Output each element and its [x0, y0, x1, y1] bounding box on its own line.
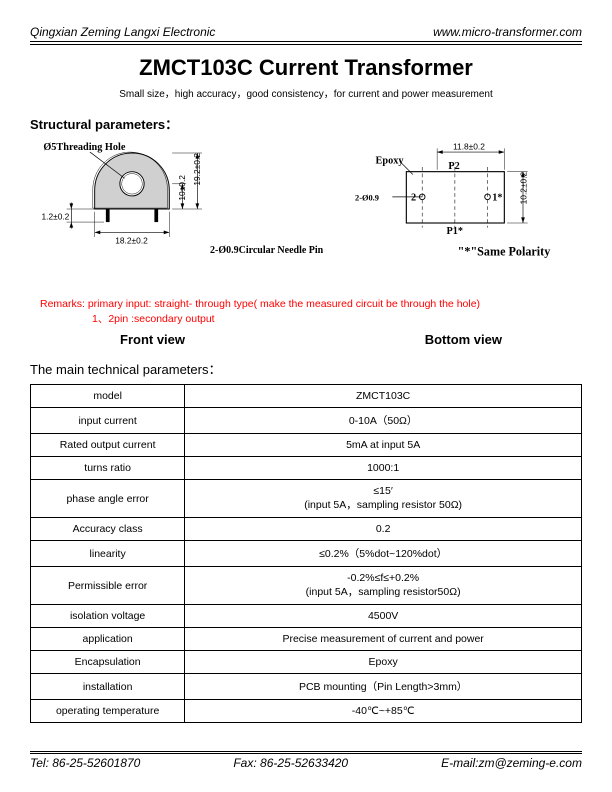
p2-label: P2 — [448, 161, 459, 172]
front-view-label: Front view — [120, 332, 185, 347]
dim-pin-height: 10±0.2 — [177, 175, 187, 201]
param-value: PCB mounting（Pin Length>3mm） — [185, 674, 582, 700]
dim-height: 19.2±0.2 — [192, 153, 202, 186]
company-name: Qingxian Zeming Langxi Electronic — [30, 25, 215, 39]
param-name: model — [31, 385, 185, 408]
table-row: EncapsulationEpoxy — [31, 651, 582, 674]
param-name: application — [31, 628, 185, 651]
bottom-view-label: Bottom view — [425, 332, 502, 347]
tech-heading: The main technical parameters： — [30, 359, 582, 378]
param-name: input current — [31, 408, 185, 434]
param-value: ≤0.2%（5%dot~120%dot） — [185, 541, 582, 567]
param-value: -0.2%≤f≤+0.2% (input 5A，sampling resisto… — [185, 567, 582, 605]
param-name: isolation voltage — [31, 605, 185, 628]
param-name: installation — [31, 674, 185, 700]
table-row: input current0-10A（50Ω） — [31, 408, 582, 434]
table-row: isolation voltage4500V — [31, 605, 582, 628]
table-row: operating temperature-40℃~+85℃ — [31, 700, 582, 723]
structural-heading: Structural parameters： — [30, 114, 582, 133]
needle-pin-full-label: 2-Ø0.9Circular Needle Pin — [210, 245, 323, 256]
needle-pin-label: 2-Ø0.9 — [355, 194, 379, 203]
dim-bottom-height: 10.2±0.2 — [519, 171, 529, 204]
param-name: phase angle error — [31, 480, 185, 518]
param-name: operating temperature — [31, 700, 185, 723]
param-value: Precise measurement of current and power — [185, 628, 582, 651]
polarity-label: "*"Same Polarity — [458, 245, 551, 259]
epoxy-label: Epoxy — [376, 155, 405, 166]
table-row: installationPCB mounting（Pin Length>3mm） — [31, 674, 582, 700]
table-row: modelZMCT103C — [31, 385, 582, 408]
param-value: 4500V — [185, 605, 582, 628]
param-value: 0.2 — [185, 518, 582, 541]
param-value: ≤15′ (input 5A，sampling resistor 50Ω) — [185, 480, 582, 518]
diagram-row: Ø5Threading Hole 18.2±0.2 19.2±0.2 10±0.… — [30, 139, 582, 289]
view-labels: Front view Bottom view — [30, 332, 582, 347]
table-row: Permissible error-0.2%≤f≤+0.2% (input 5A… — [31, 567, 582, 605]
table-row: linearity≤0.2%（5%dot~120%dot） — [31, 541, 582, 567]
page-subtitle: Small size，high accuracy，good consistenc… — [30, 85, 582, 100]
param-value: 5mA at input 5A — [185, 434, 582, 457]
remarks-line2: 1、2pin :secondary output — [40, 312, 582, 327]
param-name: Accuracy class — [31, 518, 185, 541]
param-name: Rated output current — [31, 434, 185, 457]
header-rule — [30, 41, 582, 42]
threading-hole-label: Ø5Threading Hole — [43, 142, 126, 153]
footer-fax: Fax: 86-25-52633420 — [233, 756, 348, 770]
remarks: Remarks: primary input: straight- throug… — [40, 297, 582, 326]
param-value: 1000:1 — [185, 457, 582, 480]
param-value: 0-10A（50Ω） — [185, 408, 582, 434]
param-name: Encapsulation — [31, 651, 185, 674]
pin1-label: 1* — [492, 193, 502, 204]
pin2-label: 2 — [411, 193, 416, 204]
page-title: ZMCT103C Current Transformer — [30, 55, 582, 81]
table-row: phase angle error≤15′ (input 5A，sampling… — [31, 480, 582, 518]
footer-email: E-mail:zm@zeming-e.com — [441, 756, 582, 770]
table-row: Rated output current5mA at input 5A — [31, 434, 582, 457]
parameters-table: modelZMCT103Cinput current0-10A（50Ω）Rate… — [30, 384, 582, 723]
dim-bottom-width: 11.8±0.2 — [453, 141, 485, 151]
param-value: -40℃~+85℃ — [185, 700, 582, 723]
header-rule-2 — [30, 44, 582, 45]
param-name: turns ratio — [31, 457, 185, 480]
param-value: Epoxy — [185, 651, 582, 674]
table-row: applicationPrecise measurement of curren… — [31, 628, 582, 651]
footer-rule — [30, 751, 582, 752]
footer: Tel: 86-25-52601870 Fax: 86-25-52633420 … — [30, 753, 582, 770]
remarks-line1: Remarks: primary input: straight- throug… — [40, 297, 582, 312]
param-name: linearity — [31, 541, 185, 567]
bottom-view-diagram: 2 1* P2 P1* Epoxy 11.8±0.2 10.2±0.2 2-Ø0… — [352, 139, 582, 279]
dim-pin-h: 1.2±0.2 — [41, 211, 69, 221]
header: Qingxian Zeming Langxi Electronic www.mi… — [30, 25, 582, 41]
p1-label: P1* — [446, 226, 463, 237]
front-view-diagram: Ø5Threading Hole 18.2±0.2 19.2±0.2 10±0.… — [30, 139, 290, 279]
company-url: www.micro-transformer.com — [433, 25, 582, 39]
table-row: turns ratio1000:1 — [31, 457, 582, 480]
footer-tel: Tel: 86-25-52601870 — [30, 756, 140, 770]
param-name: Permissible error — [31, 567, 185, 605]
dim-width: 18.2±0.2 — [115, 236, 148, 246]
table-row: Accuracy class0.2 — [31, 518, 582, 541]
param-value: ZMCT103C — [185, 385, 582, 408]
